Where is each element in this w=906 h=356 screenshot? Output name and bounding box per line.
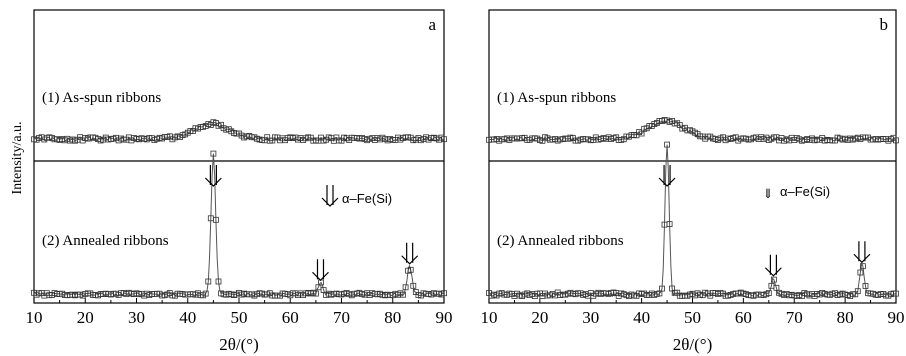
peak-arrow-2-head xyxy=(853,253,871,264)
panel-label: a xyxy=(428,15,436,34)
peak-arrow-1-head xyxy=(764,267,782,277)
x-tick-label: 80 xyxy=(384,308,401,327)
data-point xyxy=(771,276,777,283)
peak-arrow-1-head xyxy=(312,271,329,282)
data-point xyxy=(659,285,665,292)
series-label: (1) As-spun ribbons xyxy=(42,90,161,106)
y-axis-label: Intensity/a.u. xyxy=(10,121,25,194)
x-tick-label: 70 xyxy=(786,308,803,327)
x-tick-label: 70 xyxy=(333,308,350,327)
x-tick-label: 20 xyxy=(77,308,94,327)
panel-label: b xyxy=(880,15,889,34)
data-point xyxy=(857,269,864,276)
data-point xyxy=(664,141,670,148)
peak-arrow-0-head xyxy=(658,177,676,187)
data-point xyxy=(212,216,219,223)
data-point xyxy=(312,290,319,297)
series-2 xyxy=(31,150,447,299)
series-label: (1) As-spun ribbons xyxy=(497,90,616,106)
x-tick-label: 50 xyxy=(684,308,701,327)
data-point xyxy=(210,150,217,157)
legend-label: α–Fe(Si) xyxy=(342,191,392,206)
x-tick-label: 40 xyxy=(633,308,650,327)
data-point xyxy=(666,221,673,228)
series-label: (2) Annealed ribbons xyxy=(497,233,624,249)
legend-arrow-icon: ⇓ xyxy=(763,186,774,201)
x-tick-label: 80 xyxy=(837,308,854,327)
plot-frame xyxy=(488,9,897,304)
data-point xyxy=(205,278,212,285)
data-point xyxy=(202,290,209,297)
x-tick-label: 50 xyxy=(231,308,248,327)
data-point xyxy=(860,263,866,270)
x-tick-label: 40 xyxy=(179,308,196,327)
chart-panels: 10 20 30 40 50 60 70 80 90 2θ/(°) a (1) As-spun rib… xyxy=(26,9,905,354)
series-line xyxy=(488,144,897,298)
data-point xyxy=(893,290,899,297)
legend-arrow-icon-head xyxy=(321,197,339,207)
x-tick-label: 30 xyxy=(582,308,599,327)
data-point xyxy=(400,291,406,298)
series-1 xyxy=(31,119,447,144)
x-tick-label: 60 xyxy=(735,308,752,327)
data-point xyxy=(402,284,409,291)
plot-frame xyxy=(33,9,445,304)
x-axis-label: 2θ/(°) xyxy=(219,335,259,354)
data-point xyxy=(410,282,417,289)
series-line xyxy=(33,153,445,297)
data-point xyxy=(441,290,447,297)
data-point xyxy=(854,288,861,295)
x-axis-label: 2θ/(°) xyxy=(673,335,713,354)
legend-label: α–Fe(Si) xyxy=(780,184,830,199)
peak-arrow-2-head xyxy=(401,255,419,265)
data-point xyxy=(215,278,222,285)
series-label: (2) Annealed ribbons xyxy=(42,233,169,249)
x-tick-label: 90 xyxy=(888,308,905,327)
x-tick-label: 30 xyxy=(128,308,145,327)
x-tick-label: 10 xyxy=(26,308,43,327)
panel-b: 10 20 30 40 50 60 70 80 90 2θ/(°) b (1) As-spun rib… xyxy=(481,9,905,354)
data-point xyxy=(441,136,447,143)
peak-arrow-0-head xyxy=(204,177,222,187)
x-tick-label: 10 xyxy=(481,308,498,327)
data-point xyxy=(765,290,772,297)
series-1 xyxy=(486,117,899,144)
x-tick-label: 60 xyxy=(282,308,299,327)
data-point xyxy=(862,283,869,289)
data-point xyxy=(893,137,899,144)
data-point xyxy=(407,266,414,273)
series-2 xyxy=(486,141,899,299)
x-tick-label: 20 xyxy=(531,308,548,327)
panel-a: 10 20 30 40 50 60 70 80 90 2θ/(°) a (1) As-spun rib… xyxy=(26,9,453,354)
x-tick-label: 90 xyxy=(436,308,453,327)
